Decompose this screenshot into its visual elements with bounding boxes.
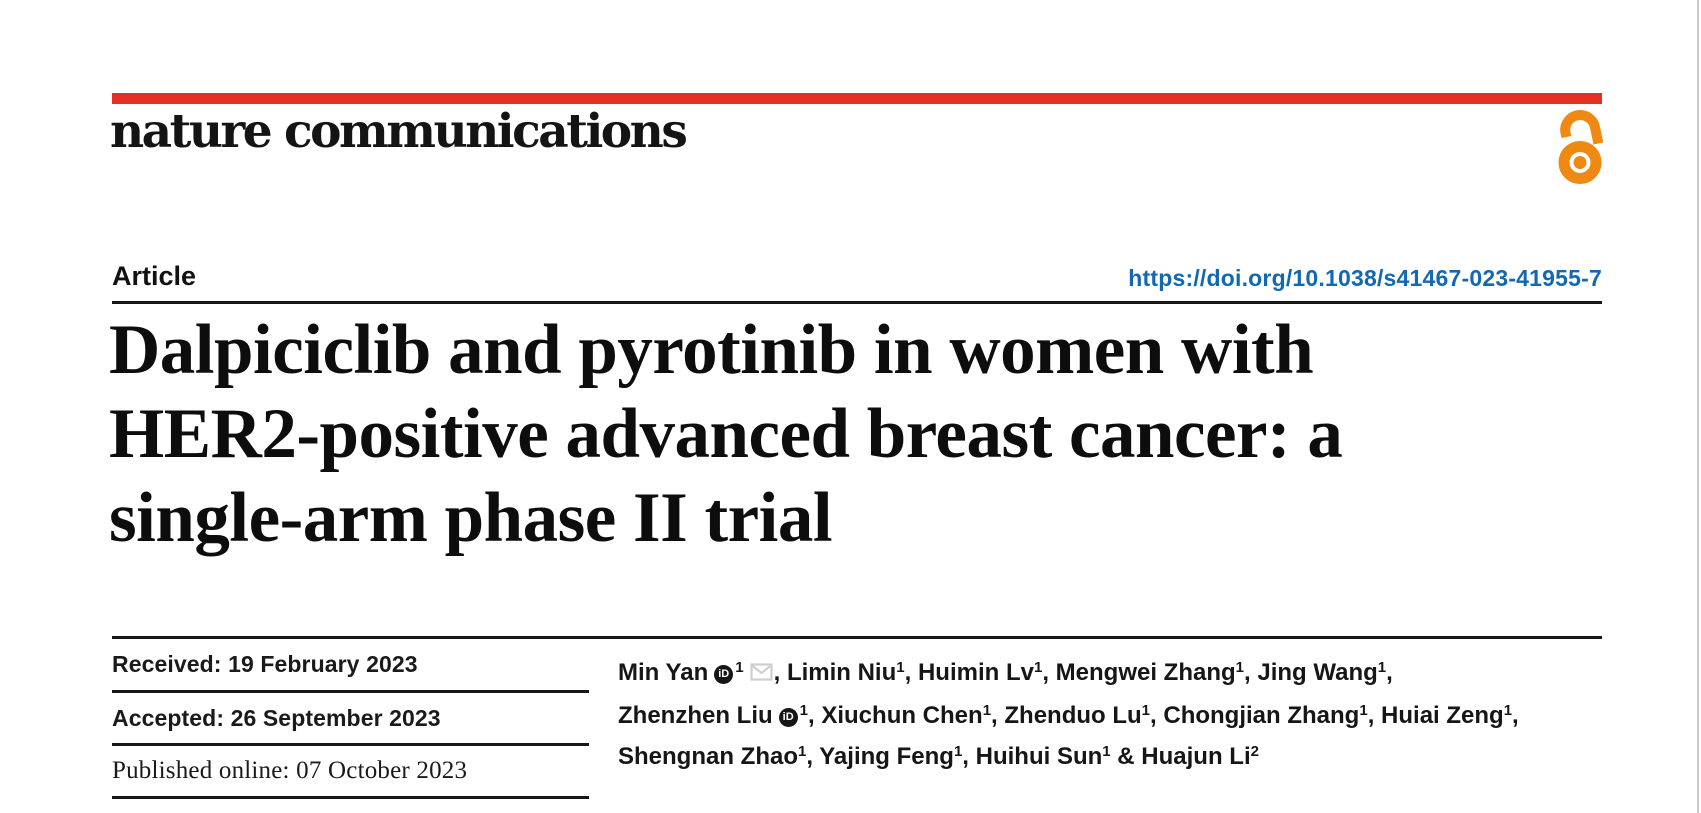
- received-value: 19 February 2023: [228, 651, 418, 677]
- published-online-row: Published online: 07 October 2023: [112, 746, 589, 799]
- affiliation-superscript: 1: [798, 743, 807, 760]
- accepted-label: Accepted:: [112, 704, 225, 731]
- history-dates-column: Received: 19 February 2023 Accepted: 26 …: [112, 639, 589, 799]
- journal-logo: nature communications: [110, 104, 688, 159]
- affiliation-superscript: 1: [735, 659, 744, 676]
- email-envelope-icon[interactable]: [749, 656, 773, 692]
- open-access-icon: [1556, 109, 1604, 190]
- header-divider-rule: [112, 301, 1602, 304]
- author-name: Jing Wang: [1257, 659, 1378, 686]
- affiliation-superscript: 1: [953, 743, 963, 760]
- dates-authors-section: Received: 19 February 2023 Accepted: 26 …: [112, 636, 1602, 799]
- author-name: Huiai Zeng: [1381, 701, 1504, 729]
- author-name: Huimin Lv: [917, 659, 1034, 686]
- doi-link[interactable]: https://doi.org/10.1038/s41467-023-41955…: [1128, 265, 1602, 291]
- brand-red-bar: [112, 93, 1602, 104]
- author-name: Mengwei Zhang: [1055, 659, 1236, 686]
- author-name: Chongjian Zhang: [1163, 701, 1360, 729]
- article-meta-row: Article https://doi.org/10.1038/s41467-0…: [112, 256, 1602, 292]
- affiliation-superscript: 1: [1235, 659, 1244, 676]
- affiliation-superscript: 1: [1359, 701, 1368, 719]
- title-line-1: Dalpiciclib and pyrotinib in women with: [109, 311, 1314, 389]
- affiliation-superscript: 1: [799, 701, 808, 719]
- affiliation-superscript: 1: [1141, 701, 1151, 719]
- author-name: Zhenduo Lu: [1004, 701, 1142, 729]
- affiliation-superscript: 1: [1033, 659, 1043, 676]
- author-name: Yajing Feng: [819, 743, 954, 770]
- author-line-1: Min Yan iD 1, Limin Niu1, Huimin Lv1, Meng…: [618, 649, 1602, 692]
- article-type-label: Article: [112, 261, 197, 291]
- accepted-value: 26 September 2023: [230, 704, 441, 731]
- author-name: Xiuchun Chen: [821, 701, 983, 729]
- affiliation-superscript: 1: [1377, 659, 1387, 676]
- orcid-icon[interactable]: iD: [714, 665, 734, 685]
- author-line-2: Zhenzhen Liu iD 1, Xiuchun Chen1, Zhenduo …: [618, 701, 1519, 729]
- orcid-icon[interactable]: iD: [778, 707, 798, 727]
- author-name: Min Yan: [618, 659, 709, 686]
- published-label: Published online:: [112, 757, 290, 784]
- paper-title: Dalpiciclib and pyrotinib in women with …: [109, 308, 1619, 560]
- affiliation-superscript: 1: [896, 659, 905, 676]
- page-right-border: [1697, 0, 1699, 813]
- author-name: Huajun Li: [1141, 743, 1251, 770]
- received-label: Received:: [112, 651, 222, 677]
- affiliation-superscript: 2: [1250, 743, 1259, 760]
- author-list: Min Yan iD 1, Limin Niu1, Huimin Lv1, Meng…: [618, 639, 1602, 799]
- affiliation-superscript: 1: [1503, 701, 1513, 719]
- title-line-3: single-arm phase II trial: [109, 479, 833, 557]
- author-name: Shengnan Zhao: [618, 743, 798, 770]
- published-value: 07 October 2023: [296, 757, 468, 784]
- author-name: Huihui Sun: [975, 743, 1103, 770]
- author-line-3: Shengnan Zhao1, Yajing Feng1, Huihui Sun…: [618, 743, 1259, 770]
- footer-top-rule: [112, 636, 1602, 639]
- author-name: Zhenzhen Liu: [618, 701, 773, 729]
- author-name: Limin Niu: [786, 659, 897, 686]
- accepted-date-row: Accepted: 26 September 2023: [112, 693, 589, 746]
- affiliation-superscript: 1: [1102, 743, 1111, 760]
- received-date-row: Received: 19 February 2023: [112, 639, 589, 693]
- affiliation-superscript: 1: [982, 701, 992, 719]
- title-line-2: HER2-positive advanced breast cancer: a: [109, 395, 1343, 473]
